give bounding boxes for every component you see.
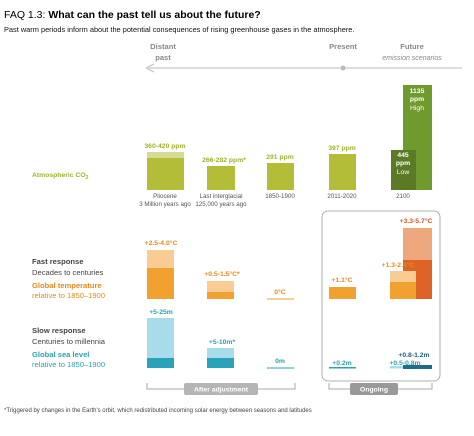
co2-low-value: 445 bbox=[397, 152, 409, 159]
bar-shape bbox=[147, 318, 174, 358]
period-name: 2011-2020 bbox=[327, 193, 357, 200]
bar-shape bbox=[390, 282, 416, 299]
timeline-past: Distant bbox=[150, 42, 176, 51]
sea-level-value: +0.8-1.2m bbox=[398, 352, 429, 359]
temperature-label: Global temperature bbox=[32, 281, 102, 290]
period-name: 2100 bbox=[396, 193, 410, 200]
co2-high-name: High bbox=[410, 105, 424, 112]
sea-level-value: +0.5-0.8m bbox=[389, 360, 420, 367]
period-name: Pliocene bbox=[153, 193, 177, 200]
bar-shape bbox=[147, 358, 174, 368]
faq-label: FAQ 1.3: bbox=[4, 9, 45, 21]
timeline-future-note: emission scenarios bbox=[382, 55, 442, 62]
sea-level-timescale: Centuries to millennia bbox=[32, 337, 106, 346]
bar-shape bbox=[329, 154, 356, 190]
temperature-timescale: Decades to centuries bbox=[32, 268, 104, 277]
temperature-value: +2.5-4.0°C bbox=[145, 239, 178, 247]
bar-shape bbox=[184, 383, 258, 395]
co2-value: 360-420 ppm bbox=[144, 143, 185, 150]
sea-level-value: 0m bbox=[275, 358, 285, 365]
bar-shape bbox=[207, 348, 234, 358]
co2-label-sub: 2 bbox=[86, 175, 89, 181]
period-name: Last interglacial bbox=[200, 193, 243, 200]
bar-shape bbox=[207, 281, 234, 292]
bar-shape bbox=[147, 152, 184, 158]
temperature-baseline: relative to 1850–1900 bbox=[32, 291, 105, 300]
bar-shape bbox=[403, 228, 432, 260]
sea-level-response: Slow response bbox=[32, 326, 86, 335]
faq-title: What can the past tell us about the futu… bbox=[48, 9, 260, 21]
present-dot bbox=[340, 65, 346, 71]
bar-shape bbox=[321, 210, 441, 382]
temperature-value: +1.3-2.4°C bbox=[382, 261, 415, 269]
period-age: 125,000 years ago bbox=[195, 201, 247, 208]
co2-value: 397 ppm bbox=[328, 145, 356, 152]
footnote: *Triggered by changes in the Earth's orb… bbox=[4, 408, 312, 414]
temperature-response: Fast response bbox=[32, 257, 84, 266]
decoration bbox=[145, 63, 155, 73]
sea-level-baseline: relative to 1850–1900 bbox=[32, 360, 105, 369]
timeline-past: past bbox=[155, 53, 171, 62]
co2-value: 291 ppm bbox=[266, 154, 294, 161]
co2-high-unit: ppm bbox=[410, 96, 424, 103]
bar-shape bbox=[207, 358, 234, 368]
bar-shape bbox=[329, 367, 356, 369]
bar-shape bbox=[350, 383, 398, 395]
sea-level-value: +0.2m bbox=[332, 360, 351, 367]
subtitle: Past warm periods inform about the poten… bbox=[4, 25, 354, 34]
co2-low-unit: ppm bbox=[396, 160, 410, 167]
bar-shape bbox=[329, 287, 356, 299]
bar-shape bbox=[390, 271, 416, 282]
sea-level-value: +5-25m bbox=[149, 309, 173, 316]
bar-shape bbox=[267, 163, 294, 190]
title: FAQ 1.3: What can the past tell us about… bbox=[4, 9, 261, 21]
period-age: 3 Million years ago bbox=[139, 201, 191, 208]
co2-high-value: 1135 bbox=[410, 88, 425, 95]
bar-shape bbox=[403, 365, 432, 369]
bar-shape bbox=[391, 150, 416, 190]
co2-value: 266-282 ppm* bbox=[202, 157, 246, 164]
temperature-value: +3.3-5.7°C bbox=[400, 217, 433, 225]
bar-shape bbox=[207, 292, 234, 299]
temperature-value: +0.5-1.5°C* bbox=[204, 270, 240, 278]
sea-level-value: +5-10m* bbox=[209, 339, 236, 346]
bar-shape bbox=[147, 268, 174, 299]
group-ongoing: Ongoing bbox=[360, 387, 388, 394]
temperature-value: +1.1°C bbox=[331, 276, 352, 284]
bar-shape bbox=[207, 166, 235, 190]
group-past: After adjustment bbox=[194, 387, 249, 394]
temperature-value: 0°C bbox=[274, 288, 285, 296]
timeline-future: Future bbox=[400, 42, 424, 51]
co2-low-name: Low bbox=[397, 169, 410, 176]
timeline-present: Present bbox=[329, 42, 357, 51]
sea-level-label: Global sea level bbox=[32, 350, 89, 359]
co2-label-main: Atmospheric CO bbox=[32, 172, 86, 179]
period-name: 1850-1900 bbox=[265, 193, 295, 200]
bar-shape bbox=[147, 158, 184, 190]
bar-shape bbox=[147, 250, 174, 268]
co2-label: Atmospheric CO2 bbox=[32, 172, 89, 181]
